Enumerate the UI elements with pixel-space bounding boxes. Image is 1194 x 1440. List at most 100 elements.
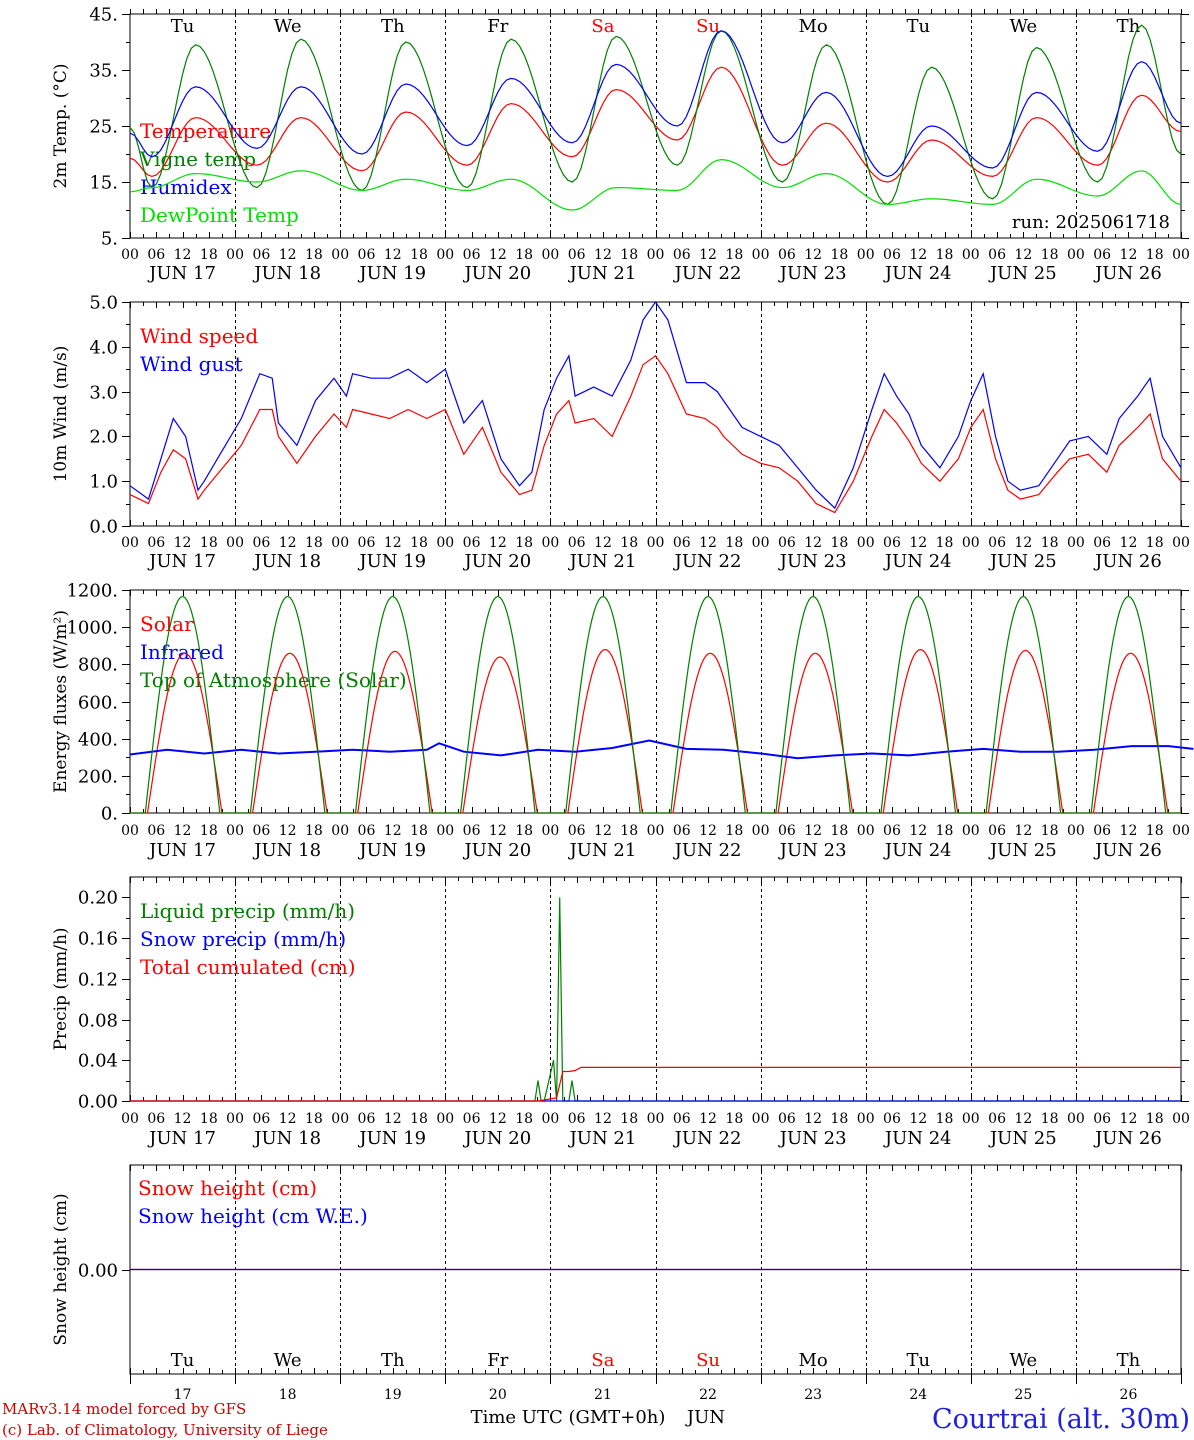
weekday-label: We	[1010, 1350, 1038, 1371]
hour-label: 18	[936, 823, 954, 839]
hour-label: 06	[147, 823, 165, 839]
hour-label: 00	[857, 247, 875, 263]
hour-label: 12	[279, 247, 297, 263]
y-tick-label: 2.0	[89, 427, 118, 448]
hour-label: 06	[147, 1111, 165, 1127]
hour-label: 18	[1146, 1111, 1164, 1127]
hour-label: 12	[279, 1111, 297, 1127]
hour-label: 06	[147, 247, 165, 263]
hour-label: 18	[515, 247, 533, 263]
hour-label: 12	[1120, 823, 1138, 839]
y-tick-label: 4.0	[89, 338, 118, 359]
date-label: JUN 23	[778, 1128, 847, 1149]
hour-label: 00	[331, 823, 349, 839]
hour-label: 12	[174, 247, 192, 263]
hour-label: 06	[1093, 535, 1111, 551]
hour-label: 12	[174, 1111, 192, 1127]
hour-label: 18	[200, 247, 218, 263]
station-name: Courtrai (alt. 30m)	[932, 1404, 1190, 1435]
hour-label: 00	[857, 1111, 875, 1127]
y-tick-label: 200.	[78, 767, 118, 788]
panel-4: 0.00 0.04 0.08 0.12 0.16 0.20 Precip (mm/h) 00 0…	[51, 876, 1190, 1149]
hour-label: 12	[699, 535, 717, 551]
hour-label: 18	[305, 823, 323, 839]
hour-label: 06	[358, 535, 376, 551]
hour-label: 00	[541, 823, 559, 839]
legend-item: Snow height (cm)	[138, 1176, 317, 1200]
hour-label: 12	[174, 823, 192, 839]
weekday-label: Tu	[171, 16, 195, 37]
hour-label: 00	[752, 823, 770, 839]
date-label: JUN 21	[568, 840, 637, 861]
y-axis-label: Precip (mm/h)	[51, 927, 71, 1050]
hour-label: 12	[1014, 823, 1032, 839]
hour-label: 18	[936, 1111, 954, 1127]
date-label: JUN 21	[568, 551, 637, 572]
hour-label: 12	[804, 1111, 822, 1127]
hour-label: 06	[358, 1111, 376, 1127]
hour-label: 18	[200, 823, 218, 839]
date-label: JUN 24	[883, 263, 952, 284]
hour-label: 00	[647, 247, 665, 263]
date-label: JUN 17	[147, 840, 216, 861]
hour-label: 06	[883, 823, 901, 839]
weekday-label: Th	[381, 16, 405, 37]
hour-label: 00	[226, 535, 244, 551]
y-tick-label: 400.	[78, 730, 118, 751]
series-line-temperature	[129, 66, 1182, 183]
date-label: JUN 20	[462, 1128, 531, 1149]
hour-label: 06	[988, 1111, 1006, 1127]
hour-label: 00	[226, 247, 244, 263]
y-tick-label: 5.	[101, 229, 118, 250]
series-line-infrared	[129, 739, 1194, 760]
hour-label: 00	[857, 535, 875, 551]
date-number: 20	[489, 1387, 507, 1403]
hour-label: 18	[620, 535, 638, 551]
date-label: JUN 19	[357, 551, 426, 572]
hour-label: 12	[594, 247, 612, 263]
hour-label: 18	[1041, 1111, 1059, 1127]
hour-label: 06	[988, 823, 1006, 839]
date-number: 18	[279, 1387, 297, 1403]
y-tick-label: 0.20	[78, 888, 118, 909]
run-annotation: run: 2025061718	[1012, 212, 1170, 233]
hour-label: 00	[1067, 1111, 1085, 1127]
date-label: JUN 19	[357, 1128, 426, 1149]
hour-label: 00	[647, 823, 665, 839]
hour-label: 18	[831, 247, 849, 263]
hour-label: 12	[699, 247, 717, 263]
hour-label: 12	[594, 535, 612, 551]
hour-label: 06	[673, 823, 691, 839]
hour-label: 06	[252, 247, 270, 263]
date-label: JUN 19	[357, 263, 426, 284]
hour-label: 12	[489, 1111, 507, 1127]
month-label: JUN	[685, 1407, 725, 1428]
legend-item: Liquid precip (mm/h)	[140, 899, 355, 923]
hour-label: 06	[1093, 247, 1111, 263]
hour-label: 00	[1172, 535, 1190, 551]
y-tick-label: 15.	[89, 173, 118, 194]
weekday-label: We	[1010, 16, 1038, 37]
hour-label: 18	[936, 247, 954, 263]
hour-label: 18	[725, 535, 743, 551]
date-label: JUN 17	[147, 1128, 216, 1149]
hour-label: 18	[305, 535, 323, 551]
weekday-label: Sa	[591, 1350, 614, 1371]
hour-label: 12	[594, 1111, 612, 1127]
hour-label: 12	[1120, 1111, 1138, 1127]
date-label: JUN 23	[778, 840, 847, 861]
hour-label: 18	[1041, 535, 1059, 551]
hour-label: 00	[962, 247, 980, 263]
date-label: JUN 25	[988, 551, 1057, 572]
date-label: JUN 18	[252, 263, 321, 284]
date-label: JUN 20	[462, 551, 531, 572]
y-tick-label: 600.	[78, 693, 118, 714]
y-tick-label: 1.0	[89, 472, 118, 493]
weekday-label: Th	[381, 1350, 405, 1371]
hour-label: 18	[1041, 247, 1059, 263]
hour-label: 00	[121, 1111, 139, 1127]
hour-label: 12	[804, 247, 822, 263]
legend-item: Wind gust	[140, 352, 243, 376]
